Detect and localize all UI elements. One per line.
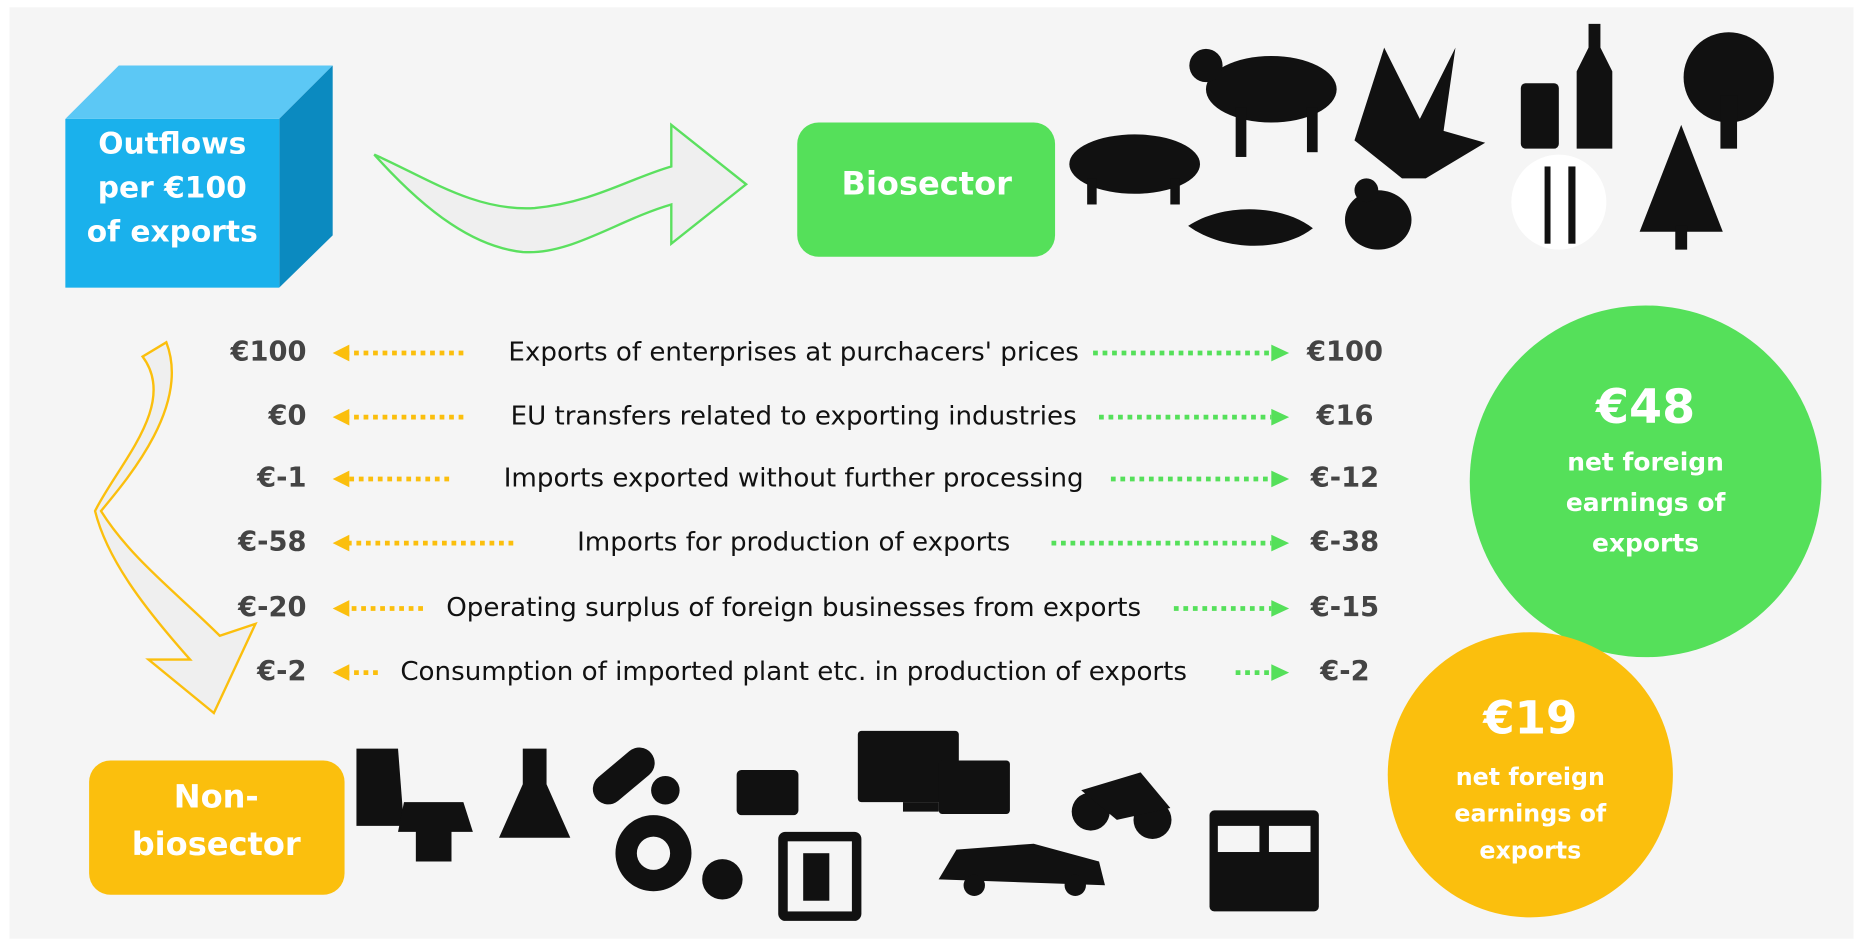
right-arrow-head xyxy=(1271,534,1290,552)
row-label: Exports of enterprises at purchacers' pr… xyxy=(508,337,1079,367)
total-value: €19 xyxy=(1482,691,1577,744)
right-value: €16 xyxy=(1315,401,1373,432)
total-line: earnings of xyxy=(1454,800,1607,828)
left-arrow-head xyxy=(332,470,350,488)
left-value: €-1 xyxy=(256,462,306,493)
row-label: Imports exported without further process… xyxy=(504,463,1084,493)
right-arrow-head xyxy=(1271,344,1290,362)
right-value: €-15 xyxy=(1310,592,1379,623)
bio-circle xyxy=(1469,305,1822,658)
cube-front xyxy=(65,118,280,288)
biosector-box xyxy=(797,122,1056,257)
right-value: €-38 xyxy=(1310,527,1379,558)
nonbio-circle xyxy=(1387,632,1673,918)
row-label: Consumption of imported plant etc. in pr… xyxy=(400,657,1187,687)
right-arrow-head xyxy=(1271,664,1290,681)
left-arrow-head xyxy=(332,408,350,426)
row-label: Imports for production of exports xyxy=(577,528,1010,558)
cube-side xyxy=(279,65,333,288)
flow-arrow xyxy=(93,340,258,715)
source-line: per €100 xyxy=(98,171,247,206)
right-arrow-head xyxy=(1271,470,1290,488)
total-line: exports xyxy=(1592,528,1699,557)
right-value: €100 xyxy=(1306,336,1383,367)
left-value: €-58 xyxy=(237,527,306,558)
left-value: €-2 xyxy=(256,656,306,687)
right-value: €-12 xyxy=(1310,462,1379,493)
left-arrow-head xyxy=(332,344,350,362)
total-line: exports xyxy=(1479,837,1581,865)
left-arrow-head xyxy=(332,534,350,552)
left-value: €-20 xyxy=(237,592,306,623)
left-value: €100 xyxy=(230,336,307,367)
nonbio-total: €19 net foreign earnings of exports xyxy=(1454,691,1607,864)
bio-total: €48 net foreign earnings of exports xyxy=(1566,380,1727,557)
non-bio-icons xyxy=(356,730,1319,921)
biosector-label: Biosector xyxy=(842,164,1013,202)
bio-icons xyxy=(1069,23,1774,250)
right-arrow-head xyxy=(1271,600,1290,617)
total-line: net foreign xyxy=(1567,447,1724,476)
right-value: €-2 xyxy=(1319,656,1369,687)
row-label: EU transfers related to exporting indust… xyxy=(511,402,1077,432)
right-arrow-head xyxy=(1271,408,1290,426)
cube-top xyxy=(65,65,333,119)
left-arrow-head xyxy=(332,664,350,681)
flow-arrow xyxy=(373,122,749,254)
left-value: €0 xyxy=(268,401,307,432)
rows: €100 Exports of enterprises at purchacers… xyxy=(230,336,1383,687)
source-label: Outflows per €100 of exports xyxy=(87,127,258,250)
non-biosector-line: Non- xyxy=(174,778,259,816)
left-arrow-head xyxy=(332,600,350,617)
non-biosector-label: Non-biosector xyxy=(132,778,301,864)
total-value: €48 xyxy=(1595,380,1695,435)
non-biosector-box xyxy=(89,760,345,895)
total-line: net foreign xyxy=(1456,763,1605,791)
total-line: earnings of xyxy=(1566,488,1727,517)
non-biosector-line: biosector xyxy=(132,825,301,863)
row-label: Operating surplus of foreign businesses … xyxy=(446,593,1141,623)
source-line: of exports xyxy=(87,214,258,249)
source-line: Outflows xyxy=(98,127,246,162)
